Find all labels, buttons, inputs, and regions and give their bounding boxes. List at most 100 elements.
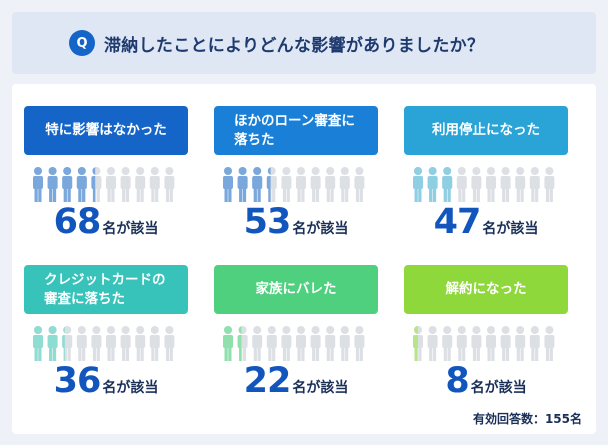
count-value: 22 — [243, 361, 292, 401]
person-icon — [456, 167, 467, 202]
card-label: クレジットカードの 審査に落ちた — [24, 265, 188, 314]
person-icon — [296, 167, 306, 202]
count-line: 68 名が該当 — [24, 202, 188, 242]
person-icon — [456, 326, 467, 361]
person-icon — [339, 167, 350, 202]
card-label-line: 特に影響はなかった — [45, 122, 167, 138]
card-label-line: クレジットカードの — [44, 271, 166, 288]
person-icon — [500, 167, 511, 202]
count-suffix: 名が該当 — [292, 221, 349, 237]
question-badge: Q — [69, 30, 95, 56]
person-icon — [33, 167, 43, 202]
person-icon — [135, 326, 146, 361]
question-banner: Q 滞納したことによりどんな影響がありましたか？ — [12, 12, 596, 74]
person-icon — [544, 326, 555, 361]
person-icons-row — [410, 325, 568, 363]
count-suffix: 名が該当 — [102, 380, 159, 396]
person-icon — [237, 326, 248, 361]
person-icons-row — [220, 166, 378, 204]
person-icon — [223, 326, 233, 361]
count-line: 53 名が該当 — [214, 202, 378, 242]
person-icon — [529, 326, 540, 361]
person-icon — [442, 167, 453, 202]
person-icons — [223, 167, 365, 202]
person-icon — [106, 326, 116, 361]
question-text: 滞納したことによりどんな影響がありましたか？ — [104, 36, 485, 56]
count-line: 8 名が該当 — [404, 361, 568, 401]
person-icons-row — [30, 166, 188, 204]
person-icon — [515, 326, 526, 361]
person-icon — [91, 326, 102, 361]
total-respondents: 有効回答数：155名 — [472, 412, 582, 426]
person-icons-row — [30, 325, 188, 363]
card-label-line: 利用停止になった — [432, 122, 540, 138]
person-icon — [281, 326, 292, 361]
person-icon — [149, 167, 160, 202]
person-icons-row — [410, 166, 568, 204]
count-suffix: 名が該当 — [292, 380, 349, 396]
person-icon — [500, 326, 511, 361]
card-label-line: 審査に落ちた — [44, 290, 125, 307]
person-icon — [354, 326, 365, 361]
person-icons-row — [220, 325, 378, 363]
count-value: 47 — [433, 202, 482, 242]
person-icon — [164, 326, 175, 361]
person-icon — [76, 167, 87, 202]
person-icon — [427, 167, 438, 202]
person-icon — [106, 167, 116, 202]
person-icon — [266, 167, 277, 202]
person-icon — [296, 326, 306, 361]
person-icon — [427, 326, 438, 361]
count-value: 53 — [243, 202, 292, 242]
person-icon — [529, 167, 540, 202]
result-card: 利用停止になった 47 名が該当 — [404, 106, 568, 242]
person-icon — [76, 326, 87, 361]
result-card: 解約になった 8 名が該当 — [404, 265, 568, 401]
person-icon — [544, 167, 555, 202]
person-icon — [325, 167, 336, 202]
person-icon — [325, 326, 336, 361]
person-icon — [47, 326, 58, 361]
person-icon — [354, 167, 365, 202]
person-icon — [135, 167, 146, 202]
person-icon — [47, 167, 58, 202]
person-icon — [471, 167, 482, 202]
person-icons — [33, 167, 175, 202]
person-icon — [62, 326, 73, 361]
count-value: 36 — [53, 361, 102, 401]
person-icon — [33, 326, 43, 361]
count-line: 36 名が該当 — [24, 361, 188, 401]
count-suffix: 名が該当 — [482, 221, 539, 237]
result-card: クレジットカードの 審査に落ちた 36 名が該当 — [24, 265, 188, 401]
person-icon — [471, 326, 482, 361]
card-label-line: ほかのローン審査に — [234, 112, 355, 129]
card-label-line: 解約になった — [445, 281, 527, 297]
person-icon — [223, 167, 233, 202]
card-label: ほかのローン審査に 落ちた — [214, 106, 378, 155]
person-icon — [515, 167, 526, 202]
result-card: 特に影響はなかった 68 名が該当 — [24, 106, 188, 242]
person-icon — [442, 326, 453, 361]
person-icon — [91, 167, 102, 202]
person-icon — [486, 167, 496, 202]
card-label-line: 落ちた — [234, 131, 275, 148]
count-value: 8 — [445, 361, 469, 401]
person-icons — [413, 167, 555, 202]
person-icon — [310, 167, 321, 202]
person-icons — [33, 326, 175, 361]
count-line: 47 名が該当 — [404, 202, 568, 242]
person-icon — [310, 326, 321, 361]
person-icon — [486, 326, 496, 361]
person-icon — [413, 167, 423, 202]
count-line: 22 名が該当 — [214, 361, 378, 401]
person-icon — [252, 326, 263, 361]
person-icon — [281, 167, 292, 202]
card-label: 解約になった — [404, 265, 568, 314]
person-icon — [339, 326, 350, 361]
person-icon — [62, 167, 73, 202]
person-icon — [266, 326, 277, 361]
person-icon — [164, 167, 175, 202]
person-icon — [149, 326, 160, 361]
count-suffix: 名が該当 — [470, 380, 527, 396]
person-icon — [120, 326, 131, 361]
